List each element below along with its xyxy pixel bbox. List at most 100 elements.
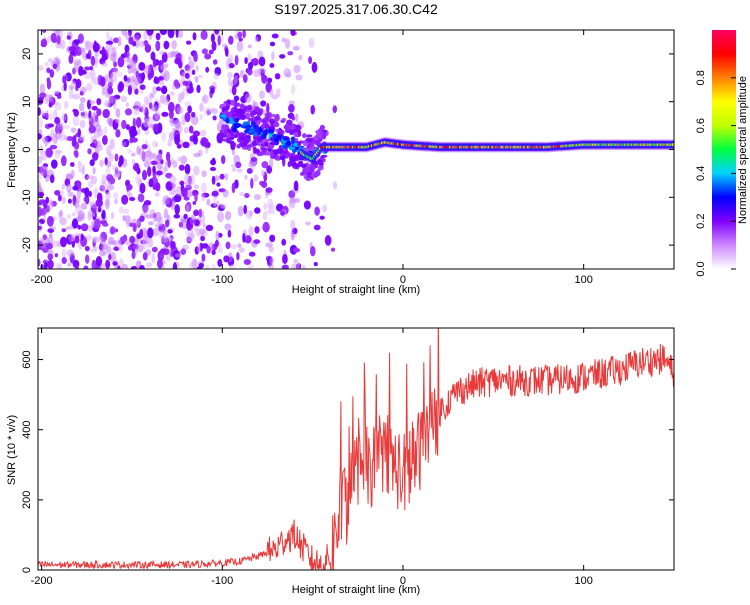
spectrogram-cell [141,143,148,150]
spectrogram-cell [240,114,247,121]
spectrogram-cell [197,243,201,254]
spectrogram-cell [97,206,102,213]
spectrogram-cell [320,154,328,158]
spectrogram-cell [197,228,206,233]
spectrogram-cell [253,174,259,182]
spectrogram-cell [86,175,94,180]
spectrogram-cell [192,130,200,137]
spectrogram-y-tick-label: 0 [21,146,33,152]
spectrogram-cell [93,77,99,86]
spectrogram-cell [250,127,256,134]
spectrogram-cell [242,30,246,39]
spectrogram-cell [204,53,212,60]
spectrogram-cell [53,240,60,247]
spectrogram-cell [156,170,163,176]
spectrogram-cell [201,96,207,103]
spectrogram-cell [310,246,316,257]
spectrogram-cell [75,78,82,89]
snr-x-tick-label: 0 [400,575,406,587]
spectrogram-cell [332,181,338,190]
snr-x-tick-label: -100 [211,575,233,587]
spectrogram-cell [67,198,72,204]
spectrogram-cell [281,238,287,246]
spectrogram-cell [313,224,321,231]
spectrogram-cell [91,105,98,111]
spectrogram-cell [267,77,273,84]
spectrogram-cell [160,158,164,165]
spectrogram-cell [247,53,252,62]
spectrogram-cell [131,159,136,167]
spectrogram-cell [45,196,50,204]
spectrogram-cell [94,51,99,58]
spectrogram-cell [38,199,46,204]
spectrogram-cell [46,242,53,250]
spectrogram-cell [310,104,315,115]
spectrogram-cell [167,101,175,113]
spectrogram-cell [179,80,184,88]
spectrogram-cell [154,192,160,197]
spectrogram-cell [38,191,45,198]
spectrogram-cell [124,31,130,41]
spectrogram-cell [285,140,292,147]
spectrogram-cell [125,240,131,246]
spectrogram-cell [212,196,217,207]
spectrogram-cell [106,160,112,168]
snr-y-tick-label: 0 [21,567,33,573]
spectrogram-cell [54,253,59,258]
spectrogram-cell [291,116,296,121]
spectrogram-cell [88,117,93,122]
spectrogram-cell [246,67,253,76]
spectrogram-cell [184,173,190,184]
spectrogram-cell [124,108,133,116]
spectrogram-cell [163,70,170,82]
spectrogram-cell [238,247,245,253]
spectrogram-cell [94,140,101,148]
spectrogram-cell [101,88,106,96]
spectrogram-cell [146,30,154,36]
spectrogram-cell [60,189,64,196]
spectrogram-cell [134,76,141,86]
spectrogram-cell [227,53,234,63]
spectrogram-cell [215,230,220,242]
spectrogram-cell [141,169,148,181]
spectrogram-cell [151,252,156,264]
spectrogram-cell [101,62,108,67]
spectrogram-cell [152,58,157,68]
spectrogram-cell [53,109,58,119]
spectrogram-cell [292,162,299,170]
spectrogram-cell [61,112,67,122]
spectrogram-cell [224,47,229,57]
spectrogram-cell [247,61,254,70]
spectrogram-cell [229,99,236,106]
spectrogram-cell [146,262,153,268]
spectrogram-cell [42,213,47,221]
snr-x-tick-label: 100 [574,575,592,587]
spectrogram-cell [156,153,163,161]
spectrogram-cell [237,243,242,248]
spectrogram-cell [72,185,79,191]
spectrogram-cell [246,144,252,148]
spectrogram-cell [313,170,320,177]
spectrogram-cell [235,102,240,107]
spectrogram-cell [211,249,216,256]
spectrogram-cell [66,173,74,180]
spectrogram-cell [185,40,192,45]
spectrogram-cell [54,116,61,125]
spectrogram-cell [214,175,220,182]
spectrogram-cell [139,62,145,70]
spectrogram-cell [141,151,146,160]
spectrogram-x-tick-label: -100 [211,274,233,286]
spectrogram-cell [224,210,232,221]
spectrogram-cell [76,188,82,199]
spectrogram-cell [169,91,175,96]
spectrogram-cell [308,37,315,49]
spectrogram-x-ticks: -200 -100 0 100 [31,30,593,286]
spectrogram-cell [238,37,243,42]
spectrogram-cell [100,76,106,87]
spectrogram-cell [182,80,189,86]
spectrogram-cell [161,131,167,142]
spectrogram-cell [109,153,114,162]
spectrogram-cell [76,196,81,204]
spectrogram-cell [209,166,217,172]
spectrogram-cell [121,141,127,147]
